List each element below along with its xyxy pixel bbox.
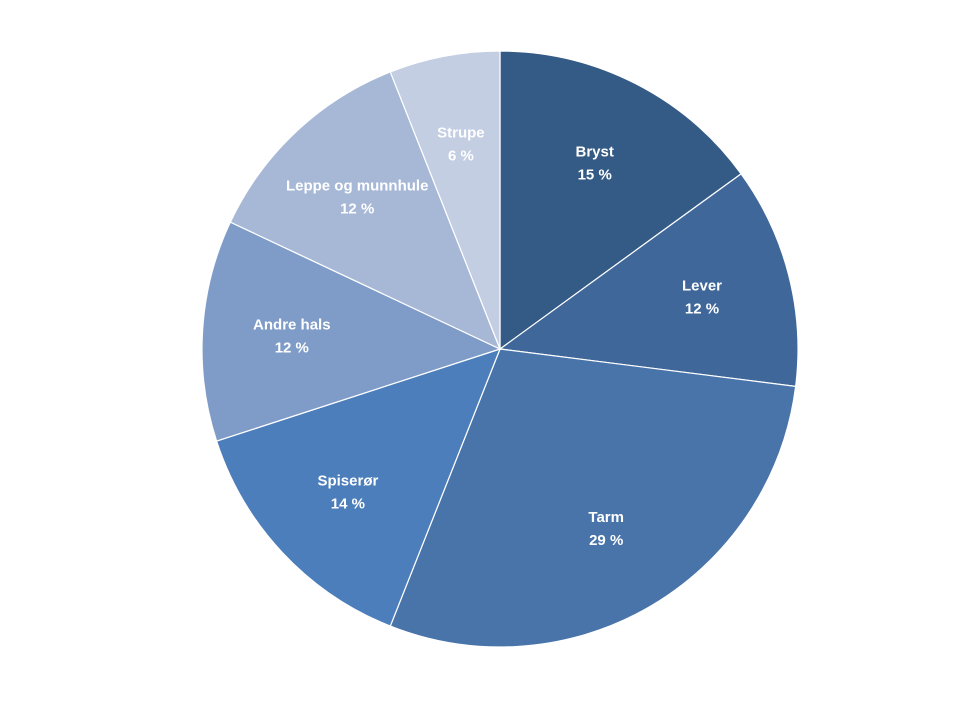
- slice-label-tarm: Tarm: [588, 509, 624, 526]
- pie-slice-bryst: [499, 50, 742, 351]
- slices-layer: [201, 50, 799, 648]
- pie-slice-andre-hals: [201, 221, 502, 442]
- slice-value-spiseror: 14 %: [331, 495, 365, 512]
- slice-label-spiseror: Spiserør: [317, 472, 378, 489]
- pie-slice-lever: [498, 173, 799, 388]
- slice-label-strupe: Strupe: [437, 125, 485, 142]
- slice-label-andre-hals: Andre hals: [253, 316, 331, 333]
- pie-slice-leppe-og-munnhule: [229, 71, 502, 351]
- pie-slice-strupe: [389, 50, 501, 350]
- slice-value-lever: 12 %: [685, 301, 719, 318]
- slice-value-tarm: 29 %: [589, 532, 623, 549]
- pie-slice-tarm: [389, 348, 797, 648]
- slice-value-bryst: 15 %: [578, 167, 612, 184]
- labels-layer: Bryst 15 % Lever 12 % Tarm 29 % Spiserør 14 % An…: [253, 125, 722, 549]
- slice-label-lever: Lever: [682, 278, 722, 295]
- slice-value-leppe-og-munnhule: 12 %: [340, 200, 374, 217]
- slice-label-leppe-og-munnhule: Leppe og munnhule: [286, 177, 429, 194]
- slice-value-andre-hals: 12 %: [275, 339, 309, 356]
- slice-value-strupe: 6 %: [448, 148, 474, 165]
- slice-label-bryst: Bryst: [576, 144, 614, 161]
